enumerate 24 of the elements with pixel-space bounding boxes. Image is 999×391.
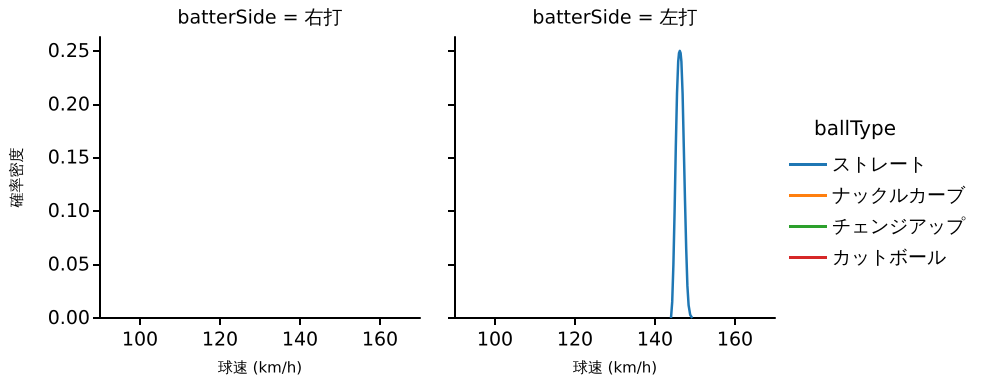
x-tick-label: 140 [282, 328, 318, 350]
chart-title: batterSide = 左打 [532, 6, 698, 28]
chart-title: batterSide = 右打 [177, 6, 343, 28]
legend-label: ナックルカーブ [832, 184, 966, 206]
legend-label: チェンジアップ [832, 216, 966, 238]
x-tick-label: 120 [556, 328, 594, 350]
x-axis-title: 球速 (km/h) [218, 358, 302, 376]
legend-label: カットボール [832, 246, 946, 268]
x-tick-label: 100 [122, 328, 158, 350]
x-tick-label: 120 [202, 328, 238, 350]
x-tick-label: 100 [476, 328, 514, 350]
y-tick-label: 0.15 [48, 146, 90, 169]
y-tick-label: 0.25 [48, 40, 90, 62]
y-tick-label: 0.00 [48, 307, 90, 329]
x-tick-label: 140 [636, 328, 674, 350]
legend-title: ballType [814, 116, 896, 140]
x-tick-label: 160 [716, 328, 754, 350]
y-tick-label: 0.05 [48, 254, 90, 276]
y-axis-title: 確率密度 [8, 148, 26, 208]
y-tick-label: 0.20 [48, 93, 90, 116]
x-axis-title: 球速 (km/h) [572, 358, 658, 376]
x-tick-label: 160 [362, 328, 398, 350]
legend-label: ストレート [832, 154, 927, 176]
y-tick-label: 0.10 [48, 200, 90, 222]
